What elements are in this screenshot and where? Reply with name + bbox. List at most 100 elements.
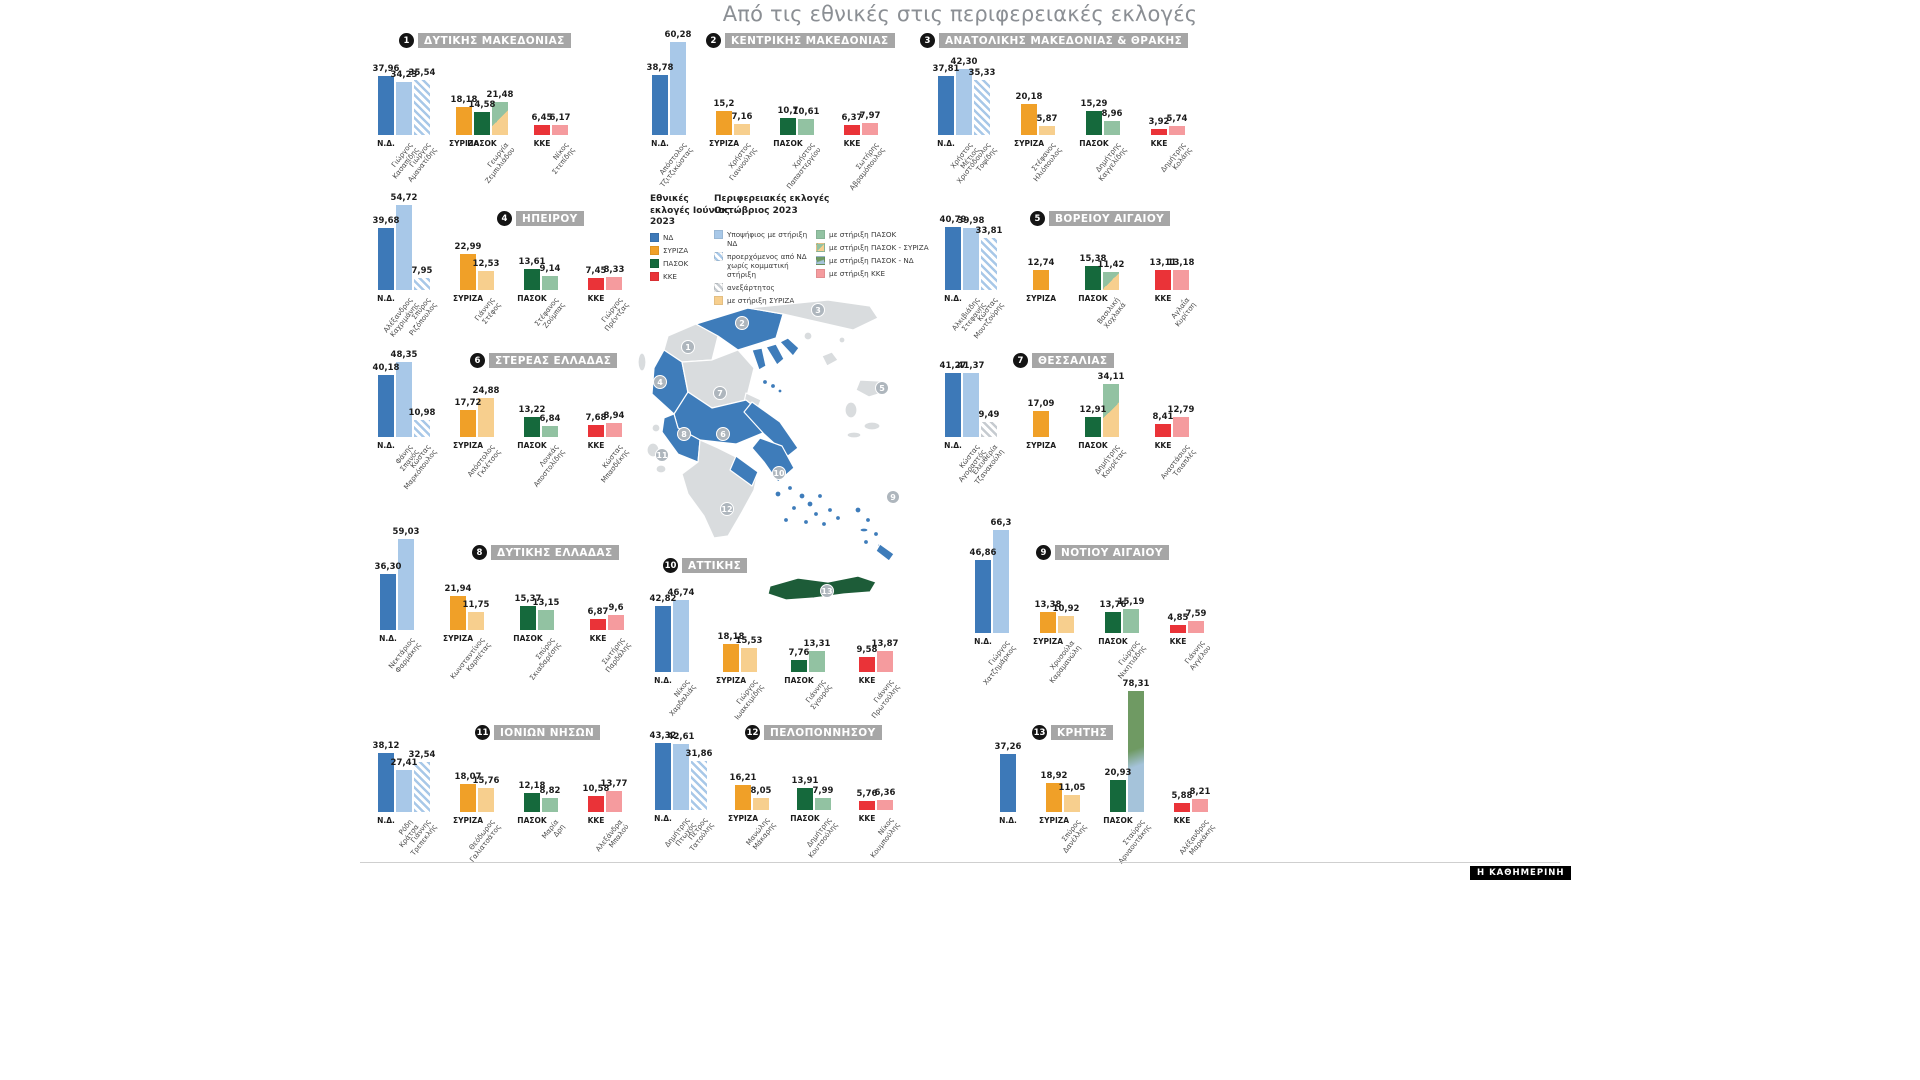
value-label-p2-συριζα: 15,2 xyxy=(713,99,735,109)
value-label-p1-γιώργος-αμανατίδης: 35,54 xyxy=(408,68,436,78)
bar-p7-συριζα xyxy=(1033,411,1049,437)
party-label-p12-πασοκ: ΠΑΣΟΚ xyxy=(790,814,820,823)
legend-label-pasok: ΠΑΣΟΚ xyxy=(663,259,689,269)
bar-p4-γιάννης-στέφος xyxy=(478,271,494,290)
value-label-p4-συριζα: 22,99 xyxy=(454,242,482,252)
bar-p4-ν.δ. xyxy=(378,228,394,290)
value-label-p3-στέφανος-ηλιόπουλος: 5,87 xyxy=(1036,114,1058,124)
value-label-p6-κώστας-μπασδέκης: 8,94 xyxy=(603,411,625,421)
panel-6-number-badge: 6 xyxy=(470,353,485,368)
bar-p13-κκε xyxy=(1174,803,1190,812)
panel-7-title: ΘΕΣΣΑΛΙΑΣ xyxy=(1032,353,1114,368)
value-label-p9-κκε: 4,85 xyxy=(1167,613,1189,623)
value-label-p3-ν.δ.: 37,81 xyxy=(932,64,960,74)
value-label-p10-κκε: 9,58 xyxy=(856,645,878,655)
panel-7-number-badge: 7 xyxy=(1013,353,1028,368)
map-island-kos xyxy=(859,527,869,533)
legend-regional-col-a: Υποψήφιος με στήριξη ΝΔ προερχόμενος από … xyxy=(714,226,810,305)
bar-p2-συριζα xyxy=(716,111,732,135)
panel-4-header: 4 ΗΠΕΙΡΟΥ xyxy=(497,211,584,226)
party-label-p5-ν.δ.: Ν.Δ. xyxy=(944,294,962,303)
candidate-label-wrap: Νεκτάριος Φαρμάκης xyxy=(330,636,423,674)
legend-national: Εθνικές εκλογές Ιούνιος 2023 ΝΔ ΣΥΡΙΖΑ ΠΑΣ… xyxy=(650,194,730,282)
party-label-p2-πασοκ: ΠΑΣΟΚ xyxy=(773,139,803,148)
map-island-limnos xyxy=(821,351,839,367)
value-label-p8-νεκτάριος-φαρμάκης: 59,03 xyxy=(392,527,420,537)
value-label-p2-ν.δ.: 38,78 xyxy=(646,63,674,73)
value-label-p3-συριζα: 20,18 xyxy=(1015,92,1043,102)
value-label-p10-ν.δ.: 42,82 xyxy=(649,594,677,604)
value-label-p9-συριζα: 13,38 xyxy=(1034,600,1062,610)
panel-9-title: ΝΟΤΙΟΥ ΑΙΓΑΙΟΥ xyxy=(1055,545,1169,560)
value-label-p8-σωτήρης-παρδάλης: 9,6 xyxy=(608,603,624,613)
value-label-p12-νίκος-κουμπούλης: 6,36 xyxy=(874,788,896,798)
panel-13-number-badge: 13 xyxy=(1032,725,1047,740)
bar-p13-πασοκ xyxy=(1110,780,1126,812)
party-label-p8-ν.δ.: Ν.Δ. xyxy=(379,634,397,643)
value-label-p11-μαρία-δρη: 8,82 xyxy=(539,786,561,796)
panel-13-header: 13 ΚΡΗΤΗΣ xyxy=(1032,725,1114,740)
map-island-cyclades-10 xyxy=(826,506,834,514)
party-label-p12-συριζα: ΣΥΡΙΖΑ xyxy=(727,814,759,823)
legend-swatch-syriza-light xyxy=(714,296,723,305)
candidate-label-p11-μαρία-δρη: Μαρία Δρη xyxy=(540,818,567,841)
legend-swatch-nd-light xyxy=(714,230,723,239)
legend-label-nd-hatch: προερχόμενος από ΝΔ χωρίς κομματική στήρ… xyxy=(727,252,807,279)
bar-p8-συριζα xyxy=(450,596,466,630)
bar-p8-σωτήρης-παρδάλης xyxy=(608,615,624,630)
party-label-p3-συριζα: ΣΥΡΙΖΑ xyxy=(1013,139,1045,148)
candidate-label-wrap: Αγλαΐα Κυρίτση xyxy=(1105,296,1198,328)
map-island-cyclades-6 xyxy=(816,492,824,500)
bar-p12-συριζα xyxy=(735,785,751,810)
map-marker-number-4: 4 xyxy=(657,378,663,387)
map-island-dodecanese-1 xyxy=(854,506,862,514)
bar-p7-πασοκ xyxy=(1085,417,1101,437)
panel-11-header: 11 ΙΟΝΙΩΝ ΝΗΣΩΝ xyxy=(475,725,601,740)
bar-p2-κκε xyxy=(844,125,860,135)
party-label-p11-πασοκ: ΠΑΣΟΚ xyxy=(517,816,547,825)
bar-p6-κώστας-μαρκόπουλος xyxy=(414,420,430,437)
value-label-p6-λουκάς-αποστολίδης: 6,84 xyxy=(539,414,561,424)
value-label-p6-συριζα: 17,72 xyxy=(454,398,482,408)
bar-p13-σπύρος-δανέλλης xyxy=(1064,795,1080,812)
value-label-p7-κώστας-αγοραστός: 41,37 xyxy=(957,361,985,371)
map-island-sporades-2 xyxy=(769,382,777,390)
candidate-label-p7-αναστάσιος-τσιαπλές: Αναστάσιος Τσιαπλές xyxy=(1159,443,1198,481)
party-label-p7-πασοκ: ΠΑΣΟΚ xyxy=(1078,441,1108,450)
value-label-p8-ν.δ.: 36,30 xyxy=(374,562,402,572)
candidate-label-wrap: Δημήτρης Κολάης xyxy=(1101,141,1193,174)
map-corinthia-patch xyxy=(729,455,759,487)
bar-p8-κωνσταντίνος-καρπέτας xyxy=(468,612,484,630)
value-label-p7-κκε: 8,41 xyxy=(1152,412,1174,422)
map-island-cyclades-8 xyxy=(802,518,810,526)
party-label-p8-συριζα: ΣΥΡΙΖΑ xyxy=(442,634,474,643)
candidate-label-wrap: Κώστας Μουτζούρης xyxy=(913,296,1005,340)
value-label-p3-δημήτρης-καγγελίδης: 8,96 xyxy=(1101,109,1123,119)
map-marker-number-5: 5 xyxy=(879,384,885,393)
map-marker-12 xyxy=(720,502,734,516)
bar-p2-χρήστος-γιαννούλης xyxy=(734,124,750,135)
bar-p2-απόστολος-τζιτζικώστας xyxy=(670,42,686,135)
legend-label-kke-light: με στήριξη ΚΚΕ xyxy=(829,269,885,278)
value-label-p6-κώστας-μαρκόπουλος: 10,98 xyxy=(408,408,436,418)
value-label-p10-γιώργος-ιωακειμίδης: 15,53 xyxy=(735,636,763,646)
candidate-label-p1-γεωργία-ζεμπιλιάδου: Γεωργία Ζεμπιλιάδου xyxy=(483,141,517,186)
bar-p12-κκε xyxy=(859,801,875,810)
bar-p6-συριζα xyxy=(460,410,476,437)
map-island-cyclades-12 xyxy=(834,514,842,522)
legend-item-kke: ΚΚΕ xyxy=(650,272,730,282)
value-label-p12-κκε: 5,76 xyxy=(856,789,878,799)
map-marker-10 xyxy=(772,466,786,480)
bar-p3-πασοκ xyxy=(1086,111,1102,135)
map-chalkidiki-prong-2 xyxy=(765,343,785,366)
panel-11-title: ΙΟΝΙΩΝ ΝΗΣΩΝ xyxy=(494,725,601,740)
value-label-p12-ν.δ.: 43,32 xyxy=(649,731,677,741)
value-label-p13-πασοκ: 20,93 xyxy=(1104,768,1132,778)
party-label-p1-πασοκ: ΠΑΣΟΚ xyxy=(467,139,497,148)
map-island-cyclades-1 xyxy=(774,490,782,498)
candidate-label-p11-θεόδωρος-γαλιατσάτος: Θεόδωρος Γαλιατσάτος xyxy=(467,818,503,864)
bar-p2-πασοκ xyxy=(780,118,796,135)
bar-p12-μανώλης-μάκαρης xyxy=(753,798,769,810)
bar-p11-γιάννης-τρεπεκλής xyxy=(414,762,430,812)
party-label-p7-κκε: ΚΚΕ xyxy=(1154,441,1172,450)
